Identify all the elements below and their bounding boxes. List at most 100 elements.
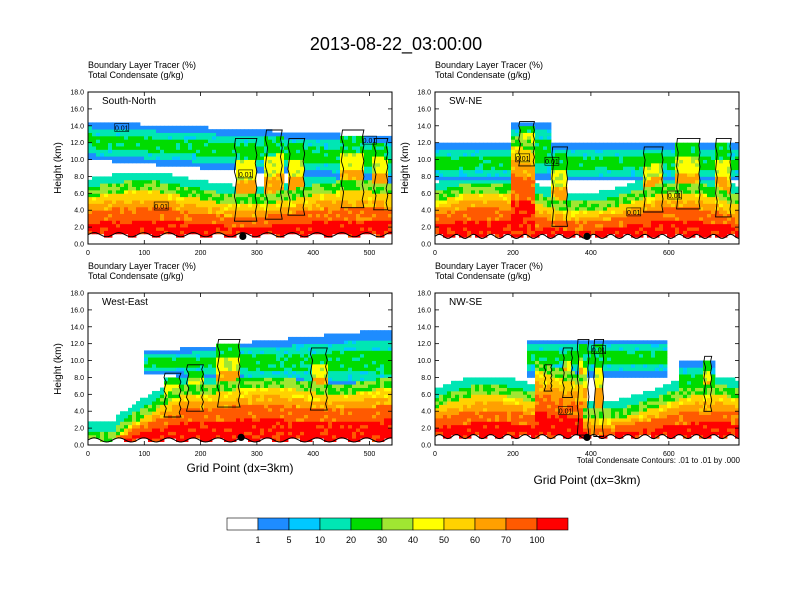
tracer-cell: [356, 142, 361, 147]
tracer-cell: [172, 139, 177, 144]
tracer-cell: [288, 135, 293, 140]
tracer-cell: [519, 223, 524, 228]
tracer-cell: [443, 200, 448, 204]
tracer-cell: [348, 179, 353, 184]
tracer-cell: [547, 166, 552, 171]
tracer-cell: [555, 200, 560, 204]
tracer-cell: [140, 227, 145, 231]
tracer-cell: [236, 146, 241, 150]
tracer-cell: [132, 196, 137, 201]
tracer-cell: [559, 186, 564, 191]
tracer-cell: [92, 421, 97, 426]
tracer-cell: [471, 166, 476, 171]
tracer-cell: [316, 146, 321, 150]
tracer-cell: [160, 360, 165, 365]
tracer-cell: [148, 125, 153, 130]
tracer-cell: [160, 227, 165, 231]
tracer-cell: [248, 162, 253, 167]
tracer-cell: [491, 146, 496, 150]
tracer-cell: [479, 210, 484, 214]
tracer-cell: [168, 213, 173, 218]
tracer-cell: [699, 169, 704, 174]
tracer-cell: [607, 176, 612, 181]
tracer-cell: [527, 169, 532, 174]
tracer-cell: [208, 397, 213, 402]
tracer-cell: [272, 135, 277, 140]
tracer-cell: [451, 169, 456, 174]
tracer-cell: [296, 200, 301, 204]
tracer-cell: [388, 213, 393, 218]
tracer-cell: [328, 233, 333, 238]
tracer-cell: [735, 159, 740, 164]
tracer-cell: [180, 159, 185, 164]
tracer-cell: [519, 166, 524, 171]
tracer-cell: [324, 152, 329, 157]
tracer-cell: [467, 220, 472, 225]
tracer-cell: [208, 394, 213, 399]
tracer-cell: [276, 135, 281, 140]
tracer-cell: [543, 196, 548, 201]
tracer-cell: [579, 142, 584, 147]
tracer-cell: [731, 173, 736, 177]
tracer-cell: [443, 152, 448, 157]
tracer-cell: [495, 146, 500, 150]
tracer-cell: [176, 186, 181, 191]
tracer-cell: [152, 363, 157, 368]
tracer-cell: [603, 227, 608, 231]
tracer-cell: [260, 162, 265, 167]
tracer-cell: [607, 169, 612, 174]
tracer-cell: [144, 404, 149, 409]
tracer-cell: [92, 216, 97, 221]
tracer-cell: [208, 189, 213, 194]
tracer-cell: [627, 183, 632, 187]
tracer-cell: [695, 200, 700, 204]
tracer-cell: [611, 159, 616, 164]
tracer-cell: [527, 179, 532, 184]
tracer-cell: [727, 213, 732, 218]
tracer-cell: [603, 189, 608, 194]
tracer-cell: [240, 196, 245, 201]
tracer-cell: [663, 159, 668, 164]
tracer-cell: [463, 156, 468, 160]
tracer-cell: [184, 360, 189, 365]
tracer-cell: [172, 390, 177, 395]
tracer-cell: [647, 179, 652, 184]
tracer-cell: [92, 183, 97, 187]
tracer-cell: [467, 159, 472, 164]
tracer-cell: [240, 213, 245, 218]
tracer-cell: [471, 213, 476, 218]
condensate-contour: [518, 121, 535, 167]
tracer-cell: [236, 223, 241, 228]
tracer-cell: [148, 149, 153, 154]
tracer-cell: [144, 223, 149, 228]
tracer-cell: [192, 357, 197, 361]
tracer-cell: [495, 173, 500, 177]
tracer-cell: [128, 196, 133, 201]
tracer-cell: [236, 210, 241, 214]
tracer-cell: [332, 162, 337, 167]
tracer-cell: [735, 223, 740, 228]
tracer-cell: [216, 227, 221, 231]
tracer-cell: [184, 152, 189, 157]
tracer-cell: [184, 424, 189, 429]
tracer-cell: [659, 216, 664, 221]
tracer-cell: [491, 189, 496, 194]
tracer-cell: [479, 193, 484, 198]
tracer-cell: [112, 434, 117, 439]
tracer-cell: [515, 129, 520, 133]
tracer-cell: [164, 390, 169, 395]
tracer-cell: [164, 377, 169, 382]
tracer-cell: [587, 196, 592, 201]
tracer-cell: [148, 173, 153, 177]
tracer-cell: [156, 434, 161, 439]
tracer-cell: [108, 179, 113, 184]
tracer-cell: [132, 183, 137, 187]
tracer-cell: [252, 189, 257, 194]
tracer-cell: [451, 142, 456, 147]
tracer-cell: [451, 196, 456, 201]
tracer-cell: [320, 169, 325, 174]
tracer-cell: [388, 223, 393, 228]
tracer-cell: [356, 203, 361, 208]
tracer-cell: [200, 414, 205, 419]
tracer-cell: [292, 193, 297, 198]
